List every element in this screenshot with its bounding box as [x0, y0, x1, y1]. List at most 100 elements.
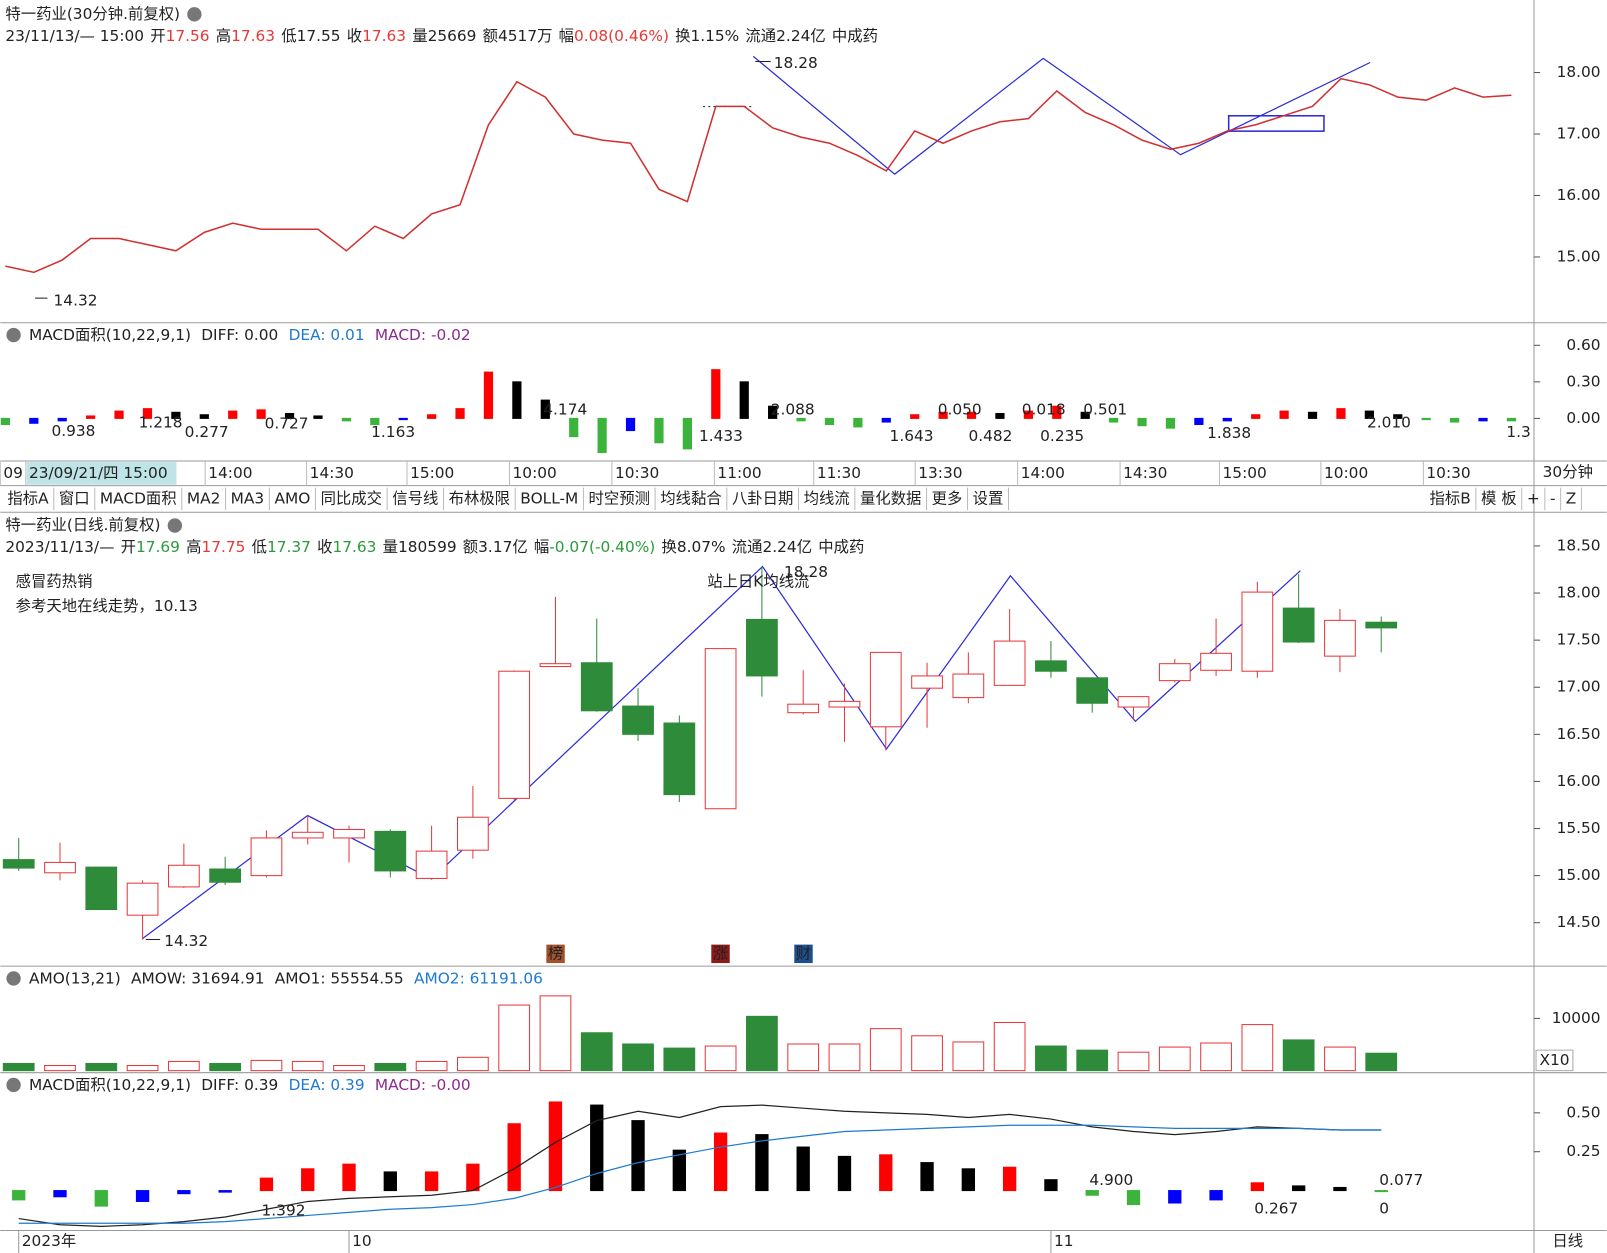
bar [1076, 1049, 1109, 1072]
toolbar-tab[interactable]: MACD面积 [100, 489, 177, 507]
toolbar-tab[interactable]: 指标B [1429, 489, 1470, 507]
toolbar-tab[interactable]: BOLL-M [520, 489, 578, 507]
time-label: 14:00 [1021, 464, 1065, 482]
toolbar-tab[interactable]: 量化数据 [860, 489, 921, 507]
bar [1200, 1042, 1232, 1072]
toolbar-tab[interactable]: 更多 [932, 489, 963, 507]
candle-body [415, 850, 448, 879]
toolbar-tab[interactable]: Z [1566, 489, 1577, 507]
toolbar-tab[interactable]: 设置 [973, 489, 1004, 507]
candle-body [539, 663, 572, 668]
bar [1002, 1166, 1017, 1192]
bar [1080, 411, 1090, 419]
toolbar-tab[interactable]: 布林极限 [449, 489, 510, 507]
bar [341, 417, 351, 422]
candle-body [1241, 591, 1274, 672]
toolbar-tab[interactable]: 窗口 [59, 489, 90, 507]
bar [53, 1190, 67, 1198]
indicator-stat: MACD: -0.00 [375, 1075, 471, 1093]
bar [590, 1104, 604, 1192]
toolbar-tab[interactable]: 均线黏合 [660, 489, 721, 507]
info-item: 0.08(0.46%) [574, 26, 669, 44]
y-tick-label: 16.50 [1557, 725, 1601, 743]
indicator-stat: DEA: 0.39 [289, 1075, 365, 1093]
toolbar-tab[interactable]: AMO [274, 489, 310, 507]
candle-body [250, 837, 283, 877]
toolbar-tab[interactable]: 八卦日期 [732, 489, 793, 507]
event-marker[interactable] [546, 944, 565, 964]
candle-body [1324, 619, 1356, 657]
info-item: 2.24亿 [763, 538, 813, 556]
bar [457, 1056, 489, 1072]
time-label: 14:30 [310, 464, 354, 482]
toolbar-tab[interactable]: - [1550, 489, 1556, 507]
toolbar-tab[interactable]: 均线流 [804, 489, 850, 507]
info-line: 2023/11/13/— 开17.69 高17.75 低17.37 收17.63 量180… [5, 538, 864, 556]
bar [12, 1190, 26, 1201]
area-label: 0.482 [968, 427, 1012, 445]
bar [1168, 1190, 1182, 1204]
info-item: 换 [661, 538, 676, 556]
event-marker[interactable] [711, 944, 730, 964]
time-label: 15:00 [410, 464, 454, 482]
bar [713, 1132, 728, 1192]
info-item: 流通 [732, 538, 763, 556]
toolbar-tab[interactable]: + [1527, 489, 1540, 507]
bar [333, 1065, 365, 1072]
bar [86, 415, 96, 419]
bar [1194, 417, 1204, 425]
toolbar-tab[interactable]: MA3 [231, 489, 265, 507]
area-label: 1.643 [890, 427, 934, 445]
chart-title: 特一药业(30分钟.前复权) [5, 5, 180, 23]
time-label: 14:30 [1123, 464, 1167, 482]
dropdown-icon[interactable] [6, 327, 21, 343]
toolbar-tab[interactable]: 信号线 [392, 489, 438, 507]
annotation: 14.32 [54, 292, 98, 310]
bar [995, 413, 1005, 419]
y-tick-label: 0.60 [1566, 336, 1600, 354]
trend-line [142, 565, 1301, 939]
time-label: 10:00 [1324, 464, 1368, 482]
candle-body [993, 640, 1026, 686]
y-tick-label: 14.50 [1557, 913, 1601, 931]
indicator-title: AMO(13,21) [29, 969, 121, 987]
area-label: 0.235 [1040, 427, 1084, 445]
toolbar-tab[interactable]: 时空预测 [589, 489, 650, 507]
toolbar-tab[interactable]: 模 板 [1481, 489, 1517, 507]
info-item: 17.75 [201, 538, 245, 556]
bar [256, 409, 266, 419]
area-label: 0.727 [265, 415, 309, 433]
indicator-stat: AMOW: 31694.91 [131, 969, 264, 987]
y-tick-label: 0.25 [1566, 1142, 1600, 1160]
period-label: 日线 [1552, 1232, 1583, 1250]
candle-body [2, 859, 35, 869]
area-label: 0.018 [1022, 400, 1066, 418]
area-label: 1.433 [699, 427, 743, 445]
bar [622, 1043, 654, 1072]
toolbar-tab[interactable]: MA2 [187, 489, 221, 507]
bar [1137, 417, 1147, 427]
candle-body [44, 861, 76, 874]
event-marker-label: 财 [796, 944, 811, 962]
info-item: 17.63 [362, 26, 406, 44]
dropdown-icon[interactable] [167, 518, 183, 533]
bar [313, 415, 323, 419]
bar [746, 1015, 778, 1072]
bar [1291, 1185, 1306, 1192]
bar [126, 1065, 159, 1072]
bar [1165, 417, 1176, 429]
event-marker[interactable] [794, 944, 813, 964]
bar [44, 1065, 76, 1072]
indicator-stat: AMO1: 55554.55 [275, 969, 404, 987]
dropdown-icon[interactable] [6, 971, 21, 986]
info-item: 17.55 [297, 26, 341, 44]
bar [548, 1101, 563, 1192]
area-label: 0.050 [938, 400, 982, 418]
bar [755, 1134, 769, 1192]
event-marker-label: 榜 [548, 944, 563, 962]
dropdown-icon[interactable] [187, 7, 202, 22]
toolbar-tab[interactable]: 同比成交 [321, 489, 382, 507]
area-label: 0.277 [185, 423, 229, 441]
dropdown-icon[interactable] [6, 1077, 21, 1093]
toolbar-tab[interactable]: 指标A [7, 489, 49, 507]
